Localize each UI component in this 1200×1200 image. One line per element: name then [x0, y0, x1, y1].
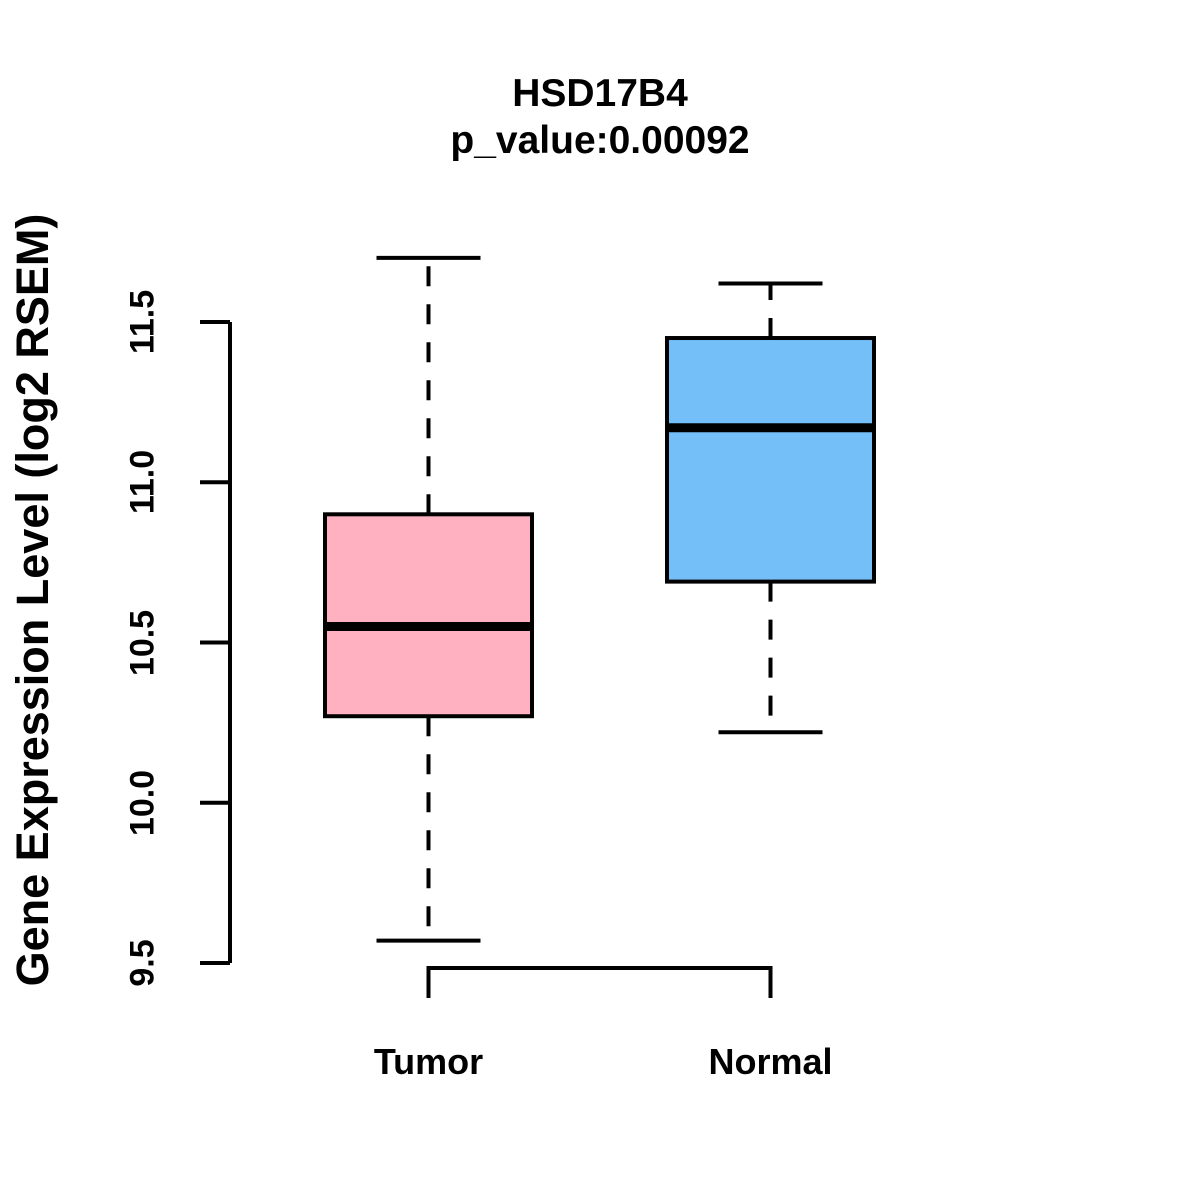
tumor-box: [323, 512, 534, 719]
plot-title: HSD17B4: [512, 72, 688, 115]
x-category-label: Normal: [708, 1041, 833, 1082]
title-block: HSD17B4 p_value:0.00092: [0, 70, 1200, 164]
x-category-label: Tumor: [373, 1041, 484, 1082]
p-value-label: p_value:0.00092: [450, 119, 750, 162]
x-axis-bracket: [426, 966, 773, 998]
normal-box: [665, 336, 876, 584]
